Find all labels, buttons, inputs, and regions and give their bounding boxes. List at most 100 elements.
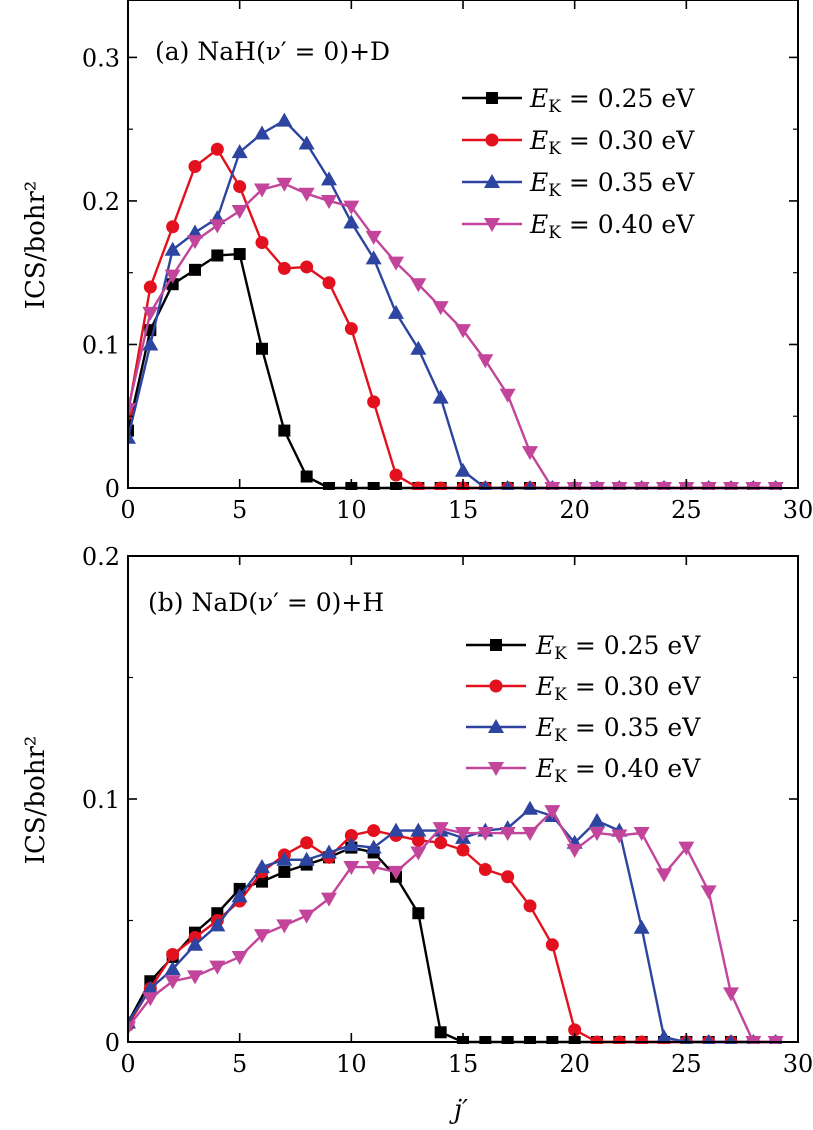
data-point	[344, 322, 358, 336]
data-point	[300, 836, 314, 850]
data-point	[410, 340, 427, 355]
data-point	[544, 805, 561, 820]
data-point	[322, 276, 336, 290]
data-point	[343, 837, 360, 852]
legend-label: EK = 0.30 eV	[535, 672, 701, 705]
data-point	[343, 861, 360, 876]
legend-swatch-marker	[484, 218, 500, 232]
data-point	[233, 248, 246, 261]
legend-swatch-marker	[484, 174, 500, 188]
plot-frame	[127, 0, 799, 489]
legend-item: EK = 0.35 eV	[466, 713, 701, 746]
data-point	[723, 987, 739, 1002]
data-point	[254, 859, 270, 874]
data-point	[256, 875, 268, 888]
data-point	[455, 462, 471, 477]
data-point	[389, 468, 403, 482]
panel-title: (b) NaD(ν′ = 0)+H	[148, 588, 384, 617]
data-point	[166, 220, 180, 234]
data-point	[233, 180, 247, 194]
legend-label: EK = 0.25 eV	[535, 631, 701, 664]
data-point	[209, 219, 226, 234]
data-point	[211, 249, 224, 262]
data-point	[276, 112, 293, 127]
data-point	[522, 800, 538, 815]
legend-label: EK = 0.35 eV	[535, 713, 701, 746]
data-point	[128, 1021, 136, 1036]
data-point	[656, 1029, 672, 1044]
data-point	[298, 135, 315, 150]
data-point	[410, 822, 427, 837]
data-point	[656, 868, 672, 883]
series-1	[128, 841, 782, 1044]
data-point	[277, 261, 291, 275]
data-point	[388, 822, 404, 837]
data-point	[633, 919, 650, 934]
data-point	[321, 194, 337, 209]
data-point	[231, 144, 248, 159]
legend-item: EK = 0.30 eV	[462, 126, 695, 159]
y-tick-label: 0.1	[82, 786, 120, 814]
x-tick-label: 10	[336, 1050, 367, 1078]
x-tick-label: 10	[336, 496, 367, 524]
data-point	[254, 929, 270, 944]
data-point	[700, 885, 717, 900]
legend-item: EK = 0.40 eV	[466, 754, 701, 787]
data-point	[390, 482, 402, 490]
y-axis-label: ICS/bohr²	[21, 181, 51, 310]
y-tick-label: 0.3	[82, 44, 120, 72]
data-point	[164, 269, 181, 284]
data-point	[255, 236, 269, 250]
series-line	[128, 252, 776, 490]
data-point	[278, 424, 291, 437]
data-point	[142, 980, 159, 995]
data-point	[501, 870, 515, 884]
legend-item: EK = 0.30 eV	[466, 672, 701, 705]
data-point	[455, 827, 471, 842]
plot-frame	[127, 555, 799, 1043]
data-point	[187, 224, 203, 239]
data-point	[142, 992, 159, 1007]
data-point	[254, 125, 270, 140]
x-tick-label: 25	[671, 496, 702, 524]
panel-b: 0 5 10 15 20 25 30 0 0.1 0.2 ICS/bohr² j′ (b) NaD(ν′…	[21, 543, 813, 1125]
data-point	[434, 836, 448, 850]
x-tick-label: 0	[120, 496, 135, 524]
data-point	[142, 306, 159, 321]
data-point	[187, 235, 203, 250]
data-point	[298, 909, 315, 924]
data-point	[367, 824, 381, 838]
data-point	[276, 851, 293, 866]
data-point	[522, 827, 538, 842]
data-point	[568, 1023, 582, 1037]
data-point	[187, 936, 203, 951]
data-point	[231, 888, 248, 903]
series-1	[128, 248, 782, 490]
data-point	[501, 1036, 514, 1044]
data-point	[209, 917, 226, 932]
data-point	[546, 1036, 559, 1044]
data-point	[477, 354, 494, 369]
legend-swatch-marker	[485, 133, 499, 147]
data-point	[321, 171, 337, 186]
panel-a: 0 5 10 15 20 25 30 0 0.1 0.2 0.3 ICS/bohr² (a) NaH(ν…	[21, 0, 813, 524]
x-tick-label: 20	[559, 1050, 590, 1078]
x-tick-label: 5	[232, 496, 247, 524]
data-point	[432, 389, 449, 404]
data-point	[388, 304, 404, 319]
data-point	[187, 970, 203, 985]
data-point	[321, 844, 337, 859]
data-point	[633, 827, 650, 842]
data-point	[365, 250, 382, 265]
data-point	[321, 892, 337, 907]
data-point	[479, 1036, 492, 1044]
legend-label: EK = 0.30 eV	[529, 126, 695, 159]
data-point	[128, 429, 136, 444]
y-tick-label: 0	[105, 1029, 120, 1057]
legend-swatch-marker	[489, 679, 503, 693]
data-point	[143, 280, 157, 294]
data-point	[455, 324, 471, 339]
data-point	[164, 961, 181, 976]
data-point	[276, 177, 293, 192]
legend-label: EK = 0.40 eV	[535, 754, 701, 787]
